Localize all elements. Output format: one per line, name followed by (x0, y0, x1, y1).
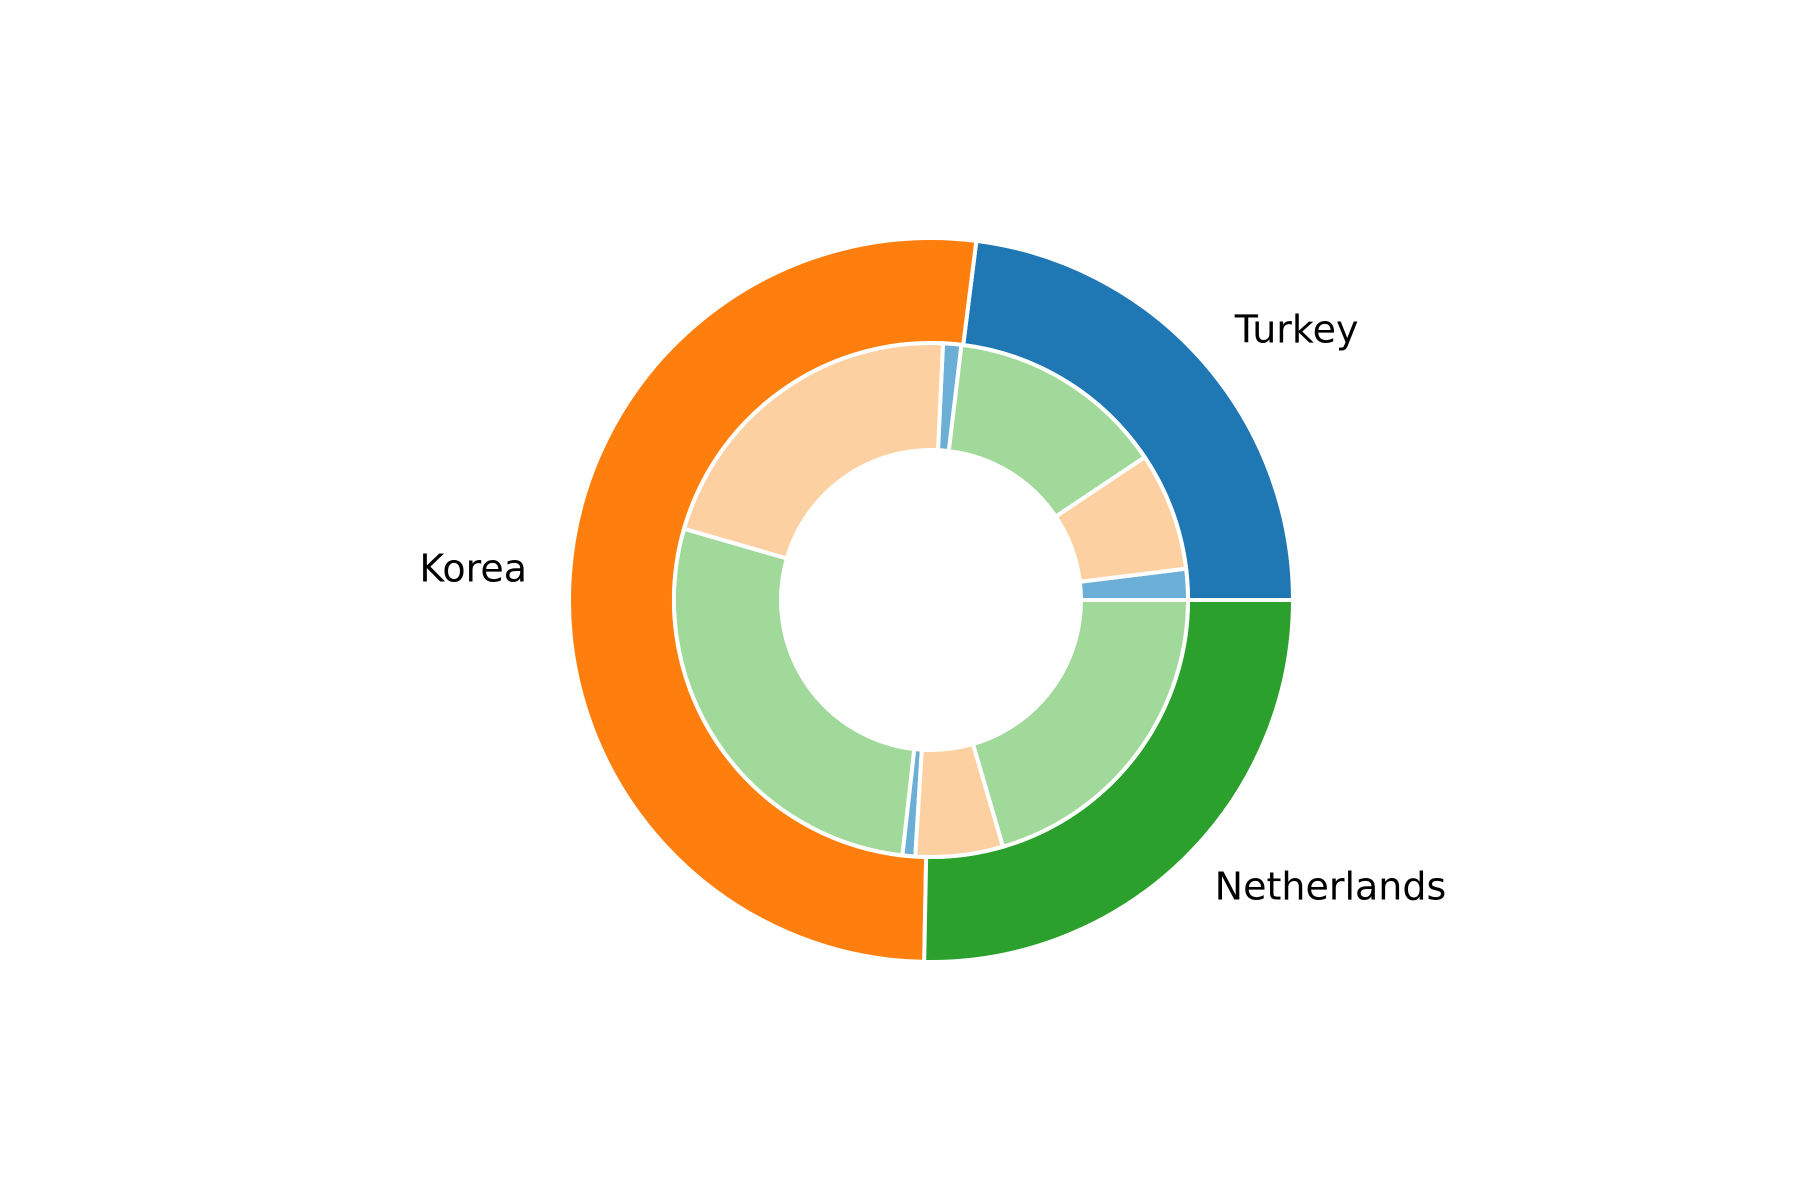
outer-label-0: Turkey (1234, 308, 1359, 352)
outer-label-2: Netherlands (1215, 865, 1447, 909)
inner-wedge-8 (970, 598, 1191, 850)
inner-wedge-5 (672, 526, 917, 858)
inner-ring (672, 341, 1191, 859)
outer-label-1: Korea (419, 546, 527, 590)
outer-labels: Turkey Korea Netherlands (419, 308, 1446, 909)
inner-wedge-4 (681, 341, 946, 561)
